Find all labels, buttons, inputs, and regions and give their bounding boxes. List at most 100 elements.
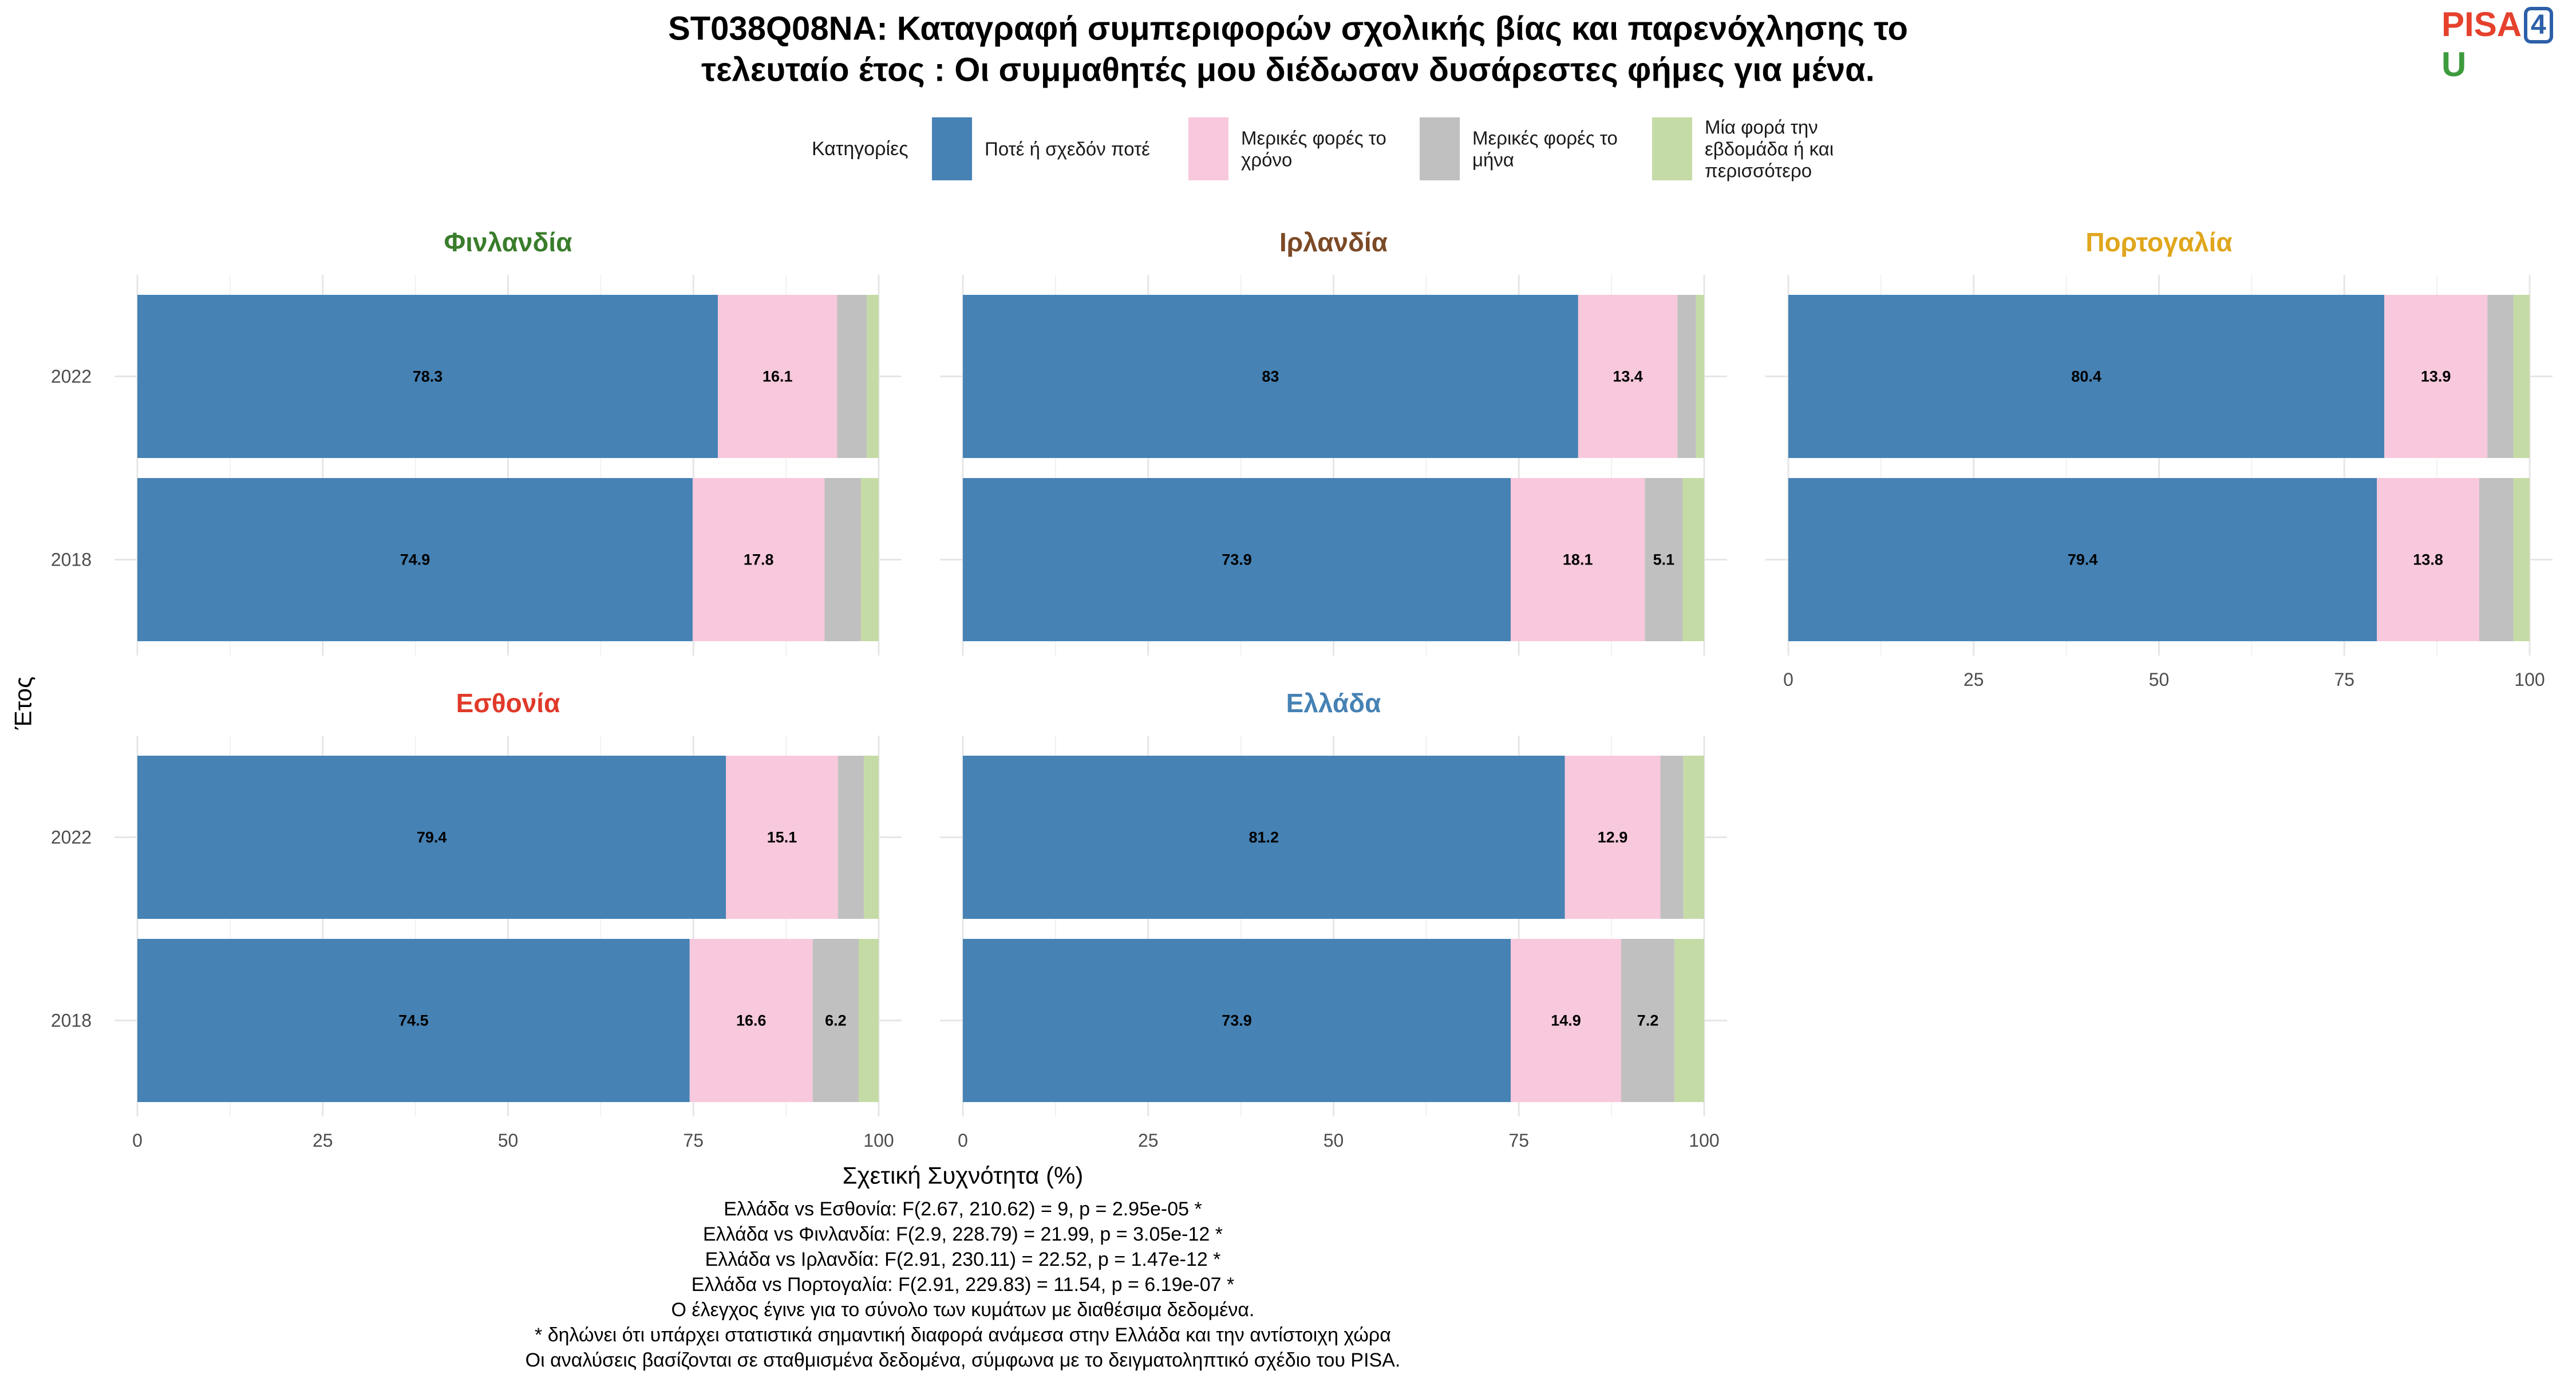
data-label: 18.1 <box>1563 551 1593 568</box>
footnote: Ελλάδα vs Φινλανδία: F(2.9, 228.79) = 21… <box>703 1223 1223 1245</box>
x-tick-label: 25 <box>1963 669 1984 690</box>
x-tick-label: 100 <box>2514 669 2545 690</box>
legend-key <box>1188 117 1228 180</box>
legend-key <box>932 117 972 180</box>
bar-segment <box>1696 295 1704 458</box>
data-label: 74.5 <box>398 1012 429 1029</box>
chart-title: τελευταίο έτος : Οι συμμαθητές μου διέδω… <box>701 52 1875 89</box>
panel-title: Εσθονία <box>456 688 560 718</box>
bar-segment <box>717 295 837 458</box>
data-label: 73.9 <box>1222 551 1252 568</box>
data-label: 16.1 <box>762 368 793 385</box>
data-label: 16.6 <box>736 1012 767 1029</box>
bar-segment <box>1511 478 1645 641</box>
bar-segment <box>824 478 861 641</box>
logo-text-u: U <box>2441 45 2467 84</box>
footnote: * δηλώνει ότι υπάρχει στατιστικά σημαντι… <box>535 1324 1391 1346</box>
data-label: 74.9 <box>400 551 430 568</box>
y-tick-label: 2018 <box>51 550 92 570</box>
chart-title: ST038Q08NA: Καταγραφή συμπεριφορών σχολι… <box>668 10 1908 48</box>
bar-segment <box>1788 295 2385 458</box>
y-axis-label: Έτος <box>10 677 37 731</box>
x-tick-label: 0 <box>1783 669 1793 690</box>
data-label: 6.2 <box>825 1012 847 1029</box>
bar-segment <box>2487 295 2514 458</box>
bar-segment <box>963 756 1565 919</box>
x-tick-label: 75 <box>2334 669 2354 690</box>
bar-segment <box>2377 478 2479 641</box>
legend-label: Μερικές φορές το <box>1241 128 1386 149</box>
data-label: 17.8 <box>744 551 774 568</box>
x-tick-label: 75 <box>683 1130 704 1151</box>
bar-segment <box>2479 478 2514 641</box>
panel-title: Ελλάδα <box>1286 688 1381 718</box>
data-label: 73.9 <box>1222 1012 1252 1029</box>
bar-segment <box>137 478 693 641</box>
bar-segment <box>1645 478 1683 641</box>
data-label: 13.9 <box>2421 368 2451 385</box>
data-label: 7.2 <box>1637 1012 1659 1029</box>
data-label: 15.1 <box>767 829 797 846</box>
legend-label: εβδομάδα ή και <box>1705 139 1834 160</box>
bar-segment <box>1621 939 1675 1102</box>
logo-text-pisa: PISA <box>2441 5 2522 44</box>
bar-segment <box>1660 756 1684 919</box>
data-label: 13.4 <box>1613 368 1643 385</box>
bar-segment <box>1677 295 1696 458</box>
bar-segment <box>1511 939 1621 1102</box>
data-label: 79.4 <box>2068 551 2098 568</box>
y-tick-label: 2018 <box>51 1010 92 1031</box>
bar-segment <box>864 756 879 919</box>
bar-segment <box>1564 756 1661 919</box>
bar-segment <box>963 939 1511 1102</box>
y-tick-label: 2022 <box>51 366 92 387</box>
bar-segment <box>1674 939 1704 1102</box>
panel-title: Πορτογαλία <box>2085 227 2232 257</box>
x-tick-label: 100 <box>863 1130 894 1151</box>
bar-segment <box>1682 478 1704 641</box>
bar-segment <box>812 939 859 1102</box>
bar-segment <box>137 939 690 1102</box>
data-label: 13.8 <box>2413 551 2443 568</box>
data-label: 83 <box>1262 368 1279 385</box>
bar-segment <box>1683 756 1704 919</box>
bar-segment <box>137 756 726 919</box>
x-tick-label: 50 <box>498 1130 519 1151</box>
data-label: 78.3 <box>413 368 443 385</box>
bar-segment <box>837 756 864 919</box>
legend-title: Κατηγορίες <box>812 138 908 160</box>
logo-text-four: 4 <box>2524 7 2553 44</box>
data-label: 79.4 <box>417 829 447 846</box>
data-label: 81.2 <box>1249 829 1279 846</box>
x-tick-label: 25 <box>313 1130 333 1151</box>
data-label: 14.9 <box>1551 1012 1581 1029</box>
bar-segment <box>692 478 825 641</box>
x-tick-label: 0 <box>958 1130 968 1151</box>
legend-label: Μερικές φορές το <box>1472 128 1618 149</box>
x-tick-label: 50 <box>2149 669 2170 690</box>
x-tick-label: 0 <box>132 1130 143 1151</box>
bar-segment <box>2513 478 2530 641</box>
panel-title: Ιρλανδία <box>1279 227 1388 257</box>
legend-label: Μία φορά την <box>1705 117 1818 138</box>
bar-segment <box>689 939 813 1102</box>
pisa4u-logo: PISA 4 U <box>2441 5 2576 85</box>
x-tick-label: 50 <box>1323 1130 1344 1151</box>
x-tick-label: 100 <box>1689 1130 1719 1151</box>
legend-key <box>1420 117 1460 180</box>
data-label: 12.9 <box>1598 829 1628 846</box>
bar-segment <box>837 295 867 458</box>
data-label: 5.1 <box>1653 551 1675 568</box>
panel-title: Φινλανδία <box>444 227 572 257</box>
footnote: Ελλάδα vs Πορτογαλία: F(2.91, 229.83) = … <box>692 1274 1234 1296</box>
bar-segment <box>860 478 879 641</box>
bar-segment <box>2513 295 2530 458</box>
footnote: Οι αναλύσεις βασίζονται σε σταθμισμένα δ… <box>526 1349 1401 1371</box>
bar-segment <box>963 295 1578 458</box>
legend-label: μήνα <box>1472 149 1514 171</box>
bar-segment <box>726 756 838 919</box>
x-tick-label: 75 <box>1508 1130 1529 1151</box>
bar-segment <box>137 295 718 458</box>
footnote: Ελλάδα vs Εσθονία: F(2.67, 210.62) = 9, … <box>724 1198 1202 1220</box>
